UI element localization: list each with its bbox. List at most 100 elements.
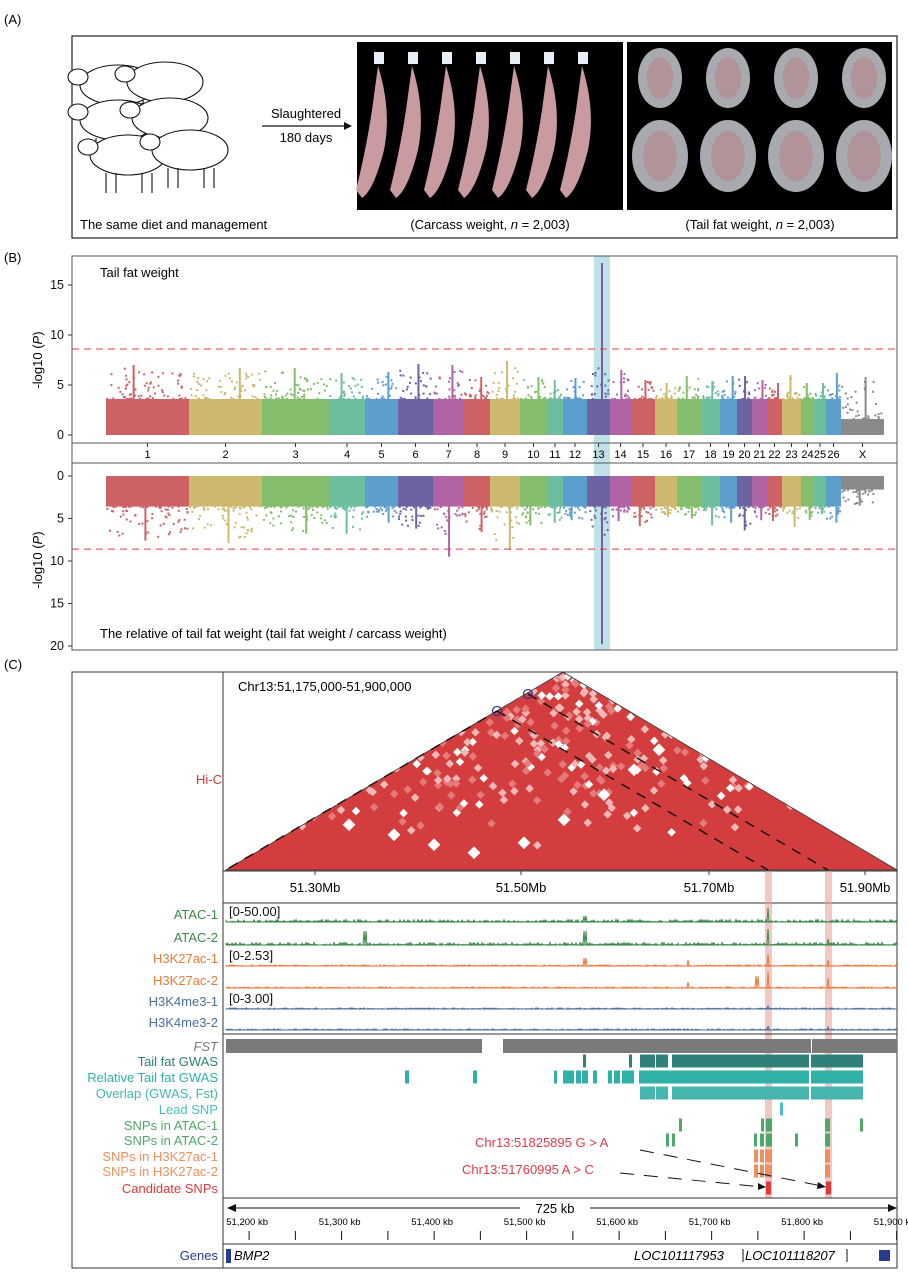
upper-chr13-body [587, 399, 610, 435]
hic-empty-cell [677, 723, 691, 737]
hic-contact-cell [854, 681, 863, 690]
hic-contact-cell [657, 687, 666, 697]
hic-contact-cell [348, 758, 358, 767]
hic-contact-cell [286, 702, 296, 711]
lower-point [337, 505, 340, 508]
hic-contact-cell [883, 674, 892, 683]
lower-point [255, 514, 258, 517]
upper-point [125, 378, 128, 381]
upper-point [286, 392, 289, 395]
upper-point [274, 382, 277, 385]
upper-point [409, 376, 412, 379]
hic-contact-cell [445, 759, 455, 768]
upper-point [856, 410, 859, 413]
lower-point [221, 514, 224, 517]
hic-contact-cell [377, 704, 387, 713]
lower-point [393, 509, 396, 512]
upper-point [233, 388, 236, 391]
lower-point [334, 507, 337, 510]
lower-point [633, 512, 636, 515]
hic-contact-cell [788, 685, 797, 694]
upper-point [453, 371, 456, 374]
lower-chr23-body [782, 476, 801, 507]
hic-contact-cell [268, 705, 278, 715]
hic-contact-cell [695, 690, 704, 699]
hic-contact-cell [739, 727, 748, 736]
upper-point [592, 373, 595, 376]
lower-plot-title: The relative of tail fat weight (tail fa… [100, 626, 447, 641]
upper-peak-column [761, 380, 764, 399]
upper-point [263, 393, 266, 396]
hic-contact-cell [498, 680, 508, 690]
hic-contact-cell [746, 678, 756, 688]
upper-point [716, 390, 719, 393]
upper-point [637, 385, 640, 388]
hic-contact-cell [561, 726, 571, 735]
scale-label: 725 kb [535, 1201, 574, 1216]
hic-contact-cell [847, 686, 856, 695]
upper-point [199, 384, 202, 387]
upper-point [264, 370, 267, 373]
lower-point [224, 519, 227, 522]
lower-point [265, 514, 268, 517]
lower-point [490, 508, 493, 511]
hic-contact-cell [861, 714, 870, 724]
hic-contact-cell [573, 780, 582, 790]
upper-point [302, 389, 305, 392]
upper-point [535, 390, 538, 393]
hic-contact-cell [456, 679, 465, 688]
lower-point [273, 505, 276, 508]
hic-contact-cell [442, 676, 451, 686]
hic-contact-cell [756, 707, 766, 716]
hic-contact-cell [267, 793, 276, 802]
upper-point [354, 384, 357, 387]
lower-point [490, 506, 493, 509]
hic-contact-cell [512, 705, 521, 715]
hic-contact-cell [744, 759, 754, 768]
lower-point [663, 510, 666, 513]
upper-point [795, 392, 798, 395]
hic-contact-cell [491, 672, 501, 681]
hic-contact-cell [284, 721, 294, 731]
upper-point [208, 377, 211, 380]
upper-point [497, 390, 500, 393]
sheep-body [126, 61, 204, 103]
lower-point [847, 498, 850, 501]
upper-point [125, 374, 128, 377]
hic-contact-cell [588, 755, 597, 764]
upper-point [134, 388, 137, 391]
lower-point [650, 516, 653, 519]
feature-block [765, 1164, 772, 1178]
upper-point [697, 395, 700, 398]
hic-contact-cell [428, 687, 438, 696]
upper-point [688, 386, 691, 389]
hic-contact-cell [476, 790, 485, 800]
upper-point [558, 397, 561, 400]
carcass-tag [544, 52, 554, 64]
upper-point [227, 372, 230, 375]
hic-contact-cell [455, 757, 465, 767]
hic-contact-cell [760, 700, 769, 710]
hic-contact-cell [766, 690, 775, 699]
upper-point [408, 381, 411, 384]
hic-contact-cell [561, 736, 571, 746]
hic-contact-cell [324, 734, 333, 744]
lower-point [679, 505, 682, 508]
hic-contact-cell [596, 672, 605, 682]
lower-point [569, 508, 572, 511]
gene-label: LOC101117953 [634, 1248, 725, 1263]
hic-contact-cell [342, 742, 351, 751]
lower-point [681, 505, 684, 508]
upper-point [362, 395, 365, 398]
lower-point [594, 517, 597, 520]
signal-trace [225, 1025, 898, 1032]
upper-point [402, 389, 405, 392]
panel-b-frame [71, 255, 898, 651]
lower-point [864, 491, 867, 494]
lower-point [119, 515, 122, 518]
upper-point [485, 394, 488, 397]
lower-point [738, 515, 741, 518]
lower-point [774, 514, 777, 517]
upper-point [460, 393, 463, 396]
hic-contact-cell [368, 717, 378, 726]
